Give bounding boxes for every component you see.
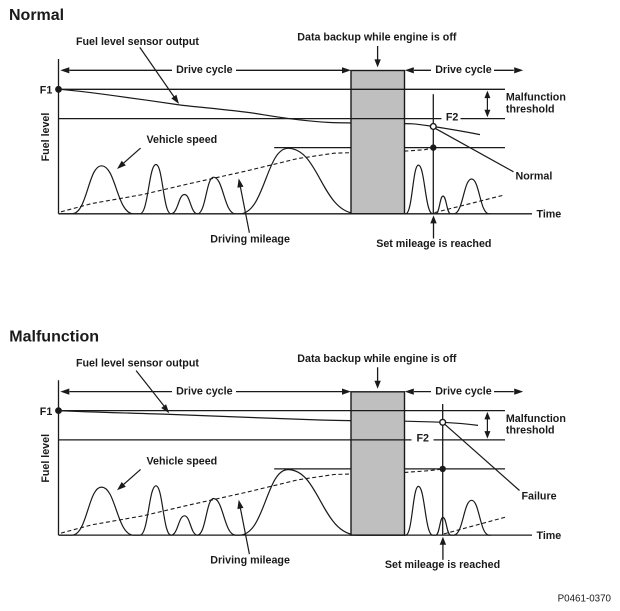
svg-text:threshold: threshold: [506, 425, 555, 437]
svg-text:Fuel level sensor output: Fuel level sensor output: [76, 36, 199, 48]
svg-text:Malfunction: Malfunction: [9, 328, 99, 345]
svg-text:Set mileage is reached: Set mileage is reached: [376, 238, 491, 250]
svg-text:Normal: Normal: [516, 171, 553, 183]
svg-text:Time: Time: [537, 209, 562, 221]
svg-text:Fuel level sensor output: Fuel level sensor output: [76, 357, 199, 369]
svg-text:Vehicle speed: Vehicle speed: [147, 456, 218, 468]
svg-text:Data backup while engine is of: Data backup while engine is off: [297, 32, 457, 44]
svg-text:Drive cycle: Drive cycle: [176, 386, 233, 398]
svg-text:Driving mileage: Driving mileage: [210, 233, 290, 245]
svg-text:Fuel level: Fuel level: [40, 434, 52, 483]
svg-text:Normal: Normal: [9, 7, 64, 24]
svg-text:Drive cycle: Drive cycle: [435, 386, 492, 398]
svg-text:F2: F2: [417, 433, 430, 445]
svg-text:Data backup while engine is of: Data backup while engine is off: [297, 353, 457, 365]
svg-text:P0461-0370: P0461-0370: [558, 594, 612, 605]
svg-text:Failure: Failure: [522, 490, 557, 502]
svg-text:Set mileage is reached: Set mileage is reached: [385, 559, 500, 571]
svg-text:Drive cycle: Drive cycle: [435, 64, 492, 76]
svg-text:threshold: threshold: [506, 103, 555, 115]
svg-text:F1: F1: [40, 85, 53, 97]
svg-text:F2: F2: [446, 111, 459, 123]
svg-text:Vehicle speed: Vehicle speed: [147, 134, 218, 146]
svg-text:Malfunction: Malfunction: [506, 92, 566, 104]
svg-text:Time: Time: [537, 530, 562, 542]
svg-text:Driving mileage: Driving mileage: [210, 555, 290, 567]
svg-text:F1: F1: [40, 406, 53, 418]
svg-text:Malfunction: Malfunction: [506, 413, 566, 425]
svg-text:Fuel level: Fuel level: [40, 113, 52, 162]
svg-text:Drive cycle: Drive cycle: [176, 64, 233, 76]
